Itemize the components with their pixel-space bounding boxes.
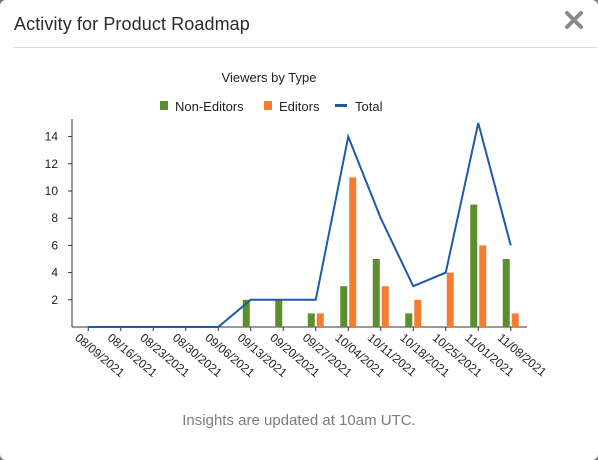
y-tick-label: 10	[45, 184, 59, 198]
legend-label: Editors	[279, 99, 320, 114]
y-tick-label: 2	[51, 293, 58, 307]
y-tick-label: 8	[51, 211, 58, 225]
dialog-title: Activity for Product Roadmap	[14, 14, 250, 34]
total-line	[88, 122, 512, 328]
legend-swatch	[335, 104, 347, 107]
bar-editors	[479, 245, 487, 327]
chart-title: Viewers by Type	[222, 70, 317, 85]
close-icon[interactable]	[563, 9, 585, 31]
header-divider	[13, 47, 597, 48]
bar-non-editors	[340, 286, 348, 327]
bar-editors	[316, 313, 324, 327]
bar-non-editors	[372, 259, 380, 327]
bar-editors	[381, 286, 389, 327]
legend-label: Non-Editors	[175, 99, 244, 114]
bar-non-editors	[242, 299, 250, 327]
bar-non-editors	[405, 313, 413, 327]
bar-editors	[414, 299, 422, 327]
dialog-header: Activity for Product Roadmap	[0, 0, 598, 48]
viewers-chart: Viewers by Type Non-Editors Editors Total 2 4…	[0, 55, 598, 395]
footnote: Insights are updated at 10am UTC.	[182, 412, 416, 429]
y-tick-label: 12	[45, 157, 59, 171]
bar-editors	[349, 177, 357, 327]
bar-non-editors	[307, 313, 315, 327]
y-tick-label: 6	[51, 238, 58, 252]
bar-non-editors	[502, 259, 510, 327]
legend-label: Total	[355, 99, 383, 114]
legend-swatch	[160, 101, 168, 110]
bar-editors	[446, 272, 454, 327]
y-tick-label: 4	[51, 266, 58, 280]
bar-non-editors	[275, 299, 283, 327]
y-tick-label: 14	[45, 130, 59, 144]
bar-non-editors	[470, 204, 478, 327]
bar-editors	[511, 313, 519, 327]
legend-swatch	[264, 101, 272, 110]
